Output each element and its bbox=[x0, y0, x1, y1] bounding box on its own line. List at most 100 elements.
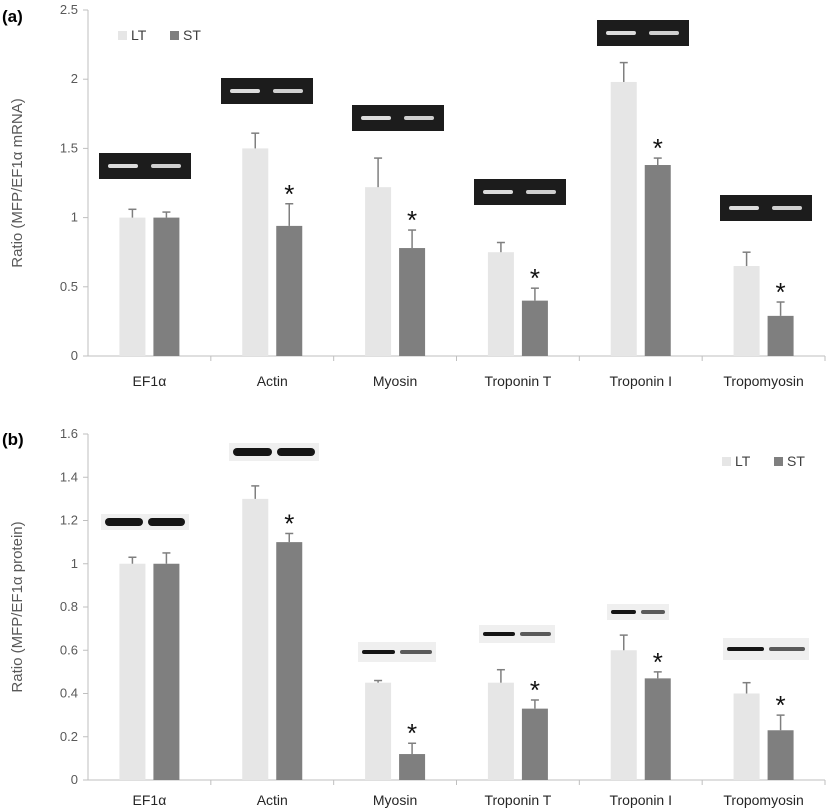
category-label: Tropomyosin bbox=[723, 792, 803, 808]
category-label: Troponin I bbox=[609, 792, 672, 808]
significance-marker: * bbox=[407, 205, 417, 235]
y-axis-title: Ratio (MFP/EF1α mRNA) bbox=[9, 98, 26, 268]
y-tick-label: 1.6 bbox=[60, 426, 78, 441]
gel-band-ST bbox=[772, 206, 802, 210]
legend-swatch-LT bbox=[722, 457, 731, 466]
blot-background bbox=[229, 443, 319, 461]
y-tick-label: 1 bbox=[71, 210, 78, 225]
gel-band-LT bbox=[729, 206, 759, 210]
bar-LT-Actin bbox=[242, 148, 269, 356]
blot-band-LT bbox=[233, 448, 272, 456]
western-blot-image bbox=[479, 625, 555, 643]
blot-band-LT bbox=[105, 518, 143, 526]
y-tick-label: 0.6 bbox=[60, 642, 78, 657]
gel-band-LT bbox=[230, 89, 260, 93]
y-tick-label: 1.4 bbox=[60, 469, 78, 484]
y-tick-label: 0.4 bbox=[60, 686, 78, 701]
gel-band-ST bbox=[404, 116, 434, 120]
y-tick-label: 1.2 bbox=[60, 513, 78, 528]
western-blot-image bbox=[358, 642, 436, 662]
category-label: Myosin bbox=[373, 373, 417, 389]
legend-swatch-ST bbox=[774, 457, 783, 466]
y-tick-label: 0 bbox=[71, 772, 78, 787]
bar-ST-Tropomyosin bbox=[767, 315, 794, 356]
y-axis-title: Ratio (MFP/EF1α protein) bbox=[9, 521, 26, 692]
y-tick-label: 2 bbox=[71, 71, 78, 86]
bar-ST-Troponin I bbox=[644, 678, 671, 780]
bar-LT-Myosin bbox=[365, 682, 392, 780]
significance-marker: * bbox=[653, 133, 663, 163]
gel-band-LT bbox=[108, 164, 138, 168]
blot-band-ST bbox=[400, 650, 432, 654]
category-label: Actin bbox=[257, 792, 288, 808]
category-label: EF1α bbox=[133, 373, 167, 389]
blot-background bbox=[607, 604, 669, 620]
bar-ST-Troponin T bbox=[521, 300, 548, 356]
y-tick-label: 0.8 bbox=[60, 599, 78, 614]
category-label: Troponin T bbox=[484, 373, 551, 389]
bar-LT-EF1α bbox=[119, 563, 146, 780]
blot-background bbox=[723, 638, 809, 660]
bar-ST-Troponin I bbox=[644, 165, 671, 356]
chart-panel-b: (b) 0 0.2 0.4 0.6 0.8 1 1.2 1.4 1.6 Ratio (MFP/EF1… bbox=[2, 426, 826, 808]
legend-label-ST: ST bbox=[183, 27, 201, 43]
y-tick-label: 0.2 bbox=[60, 729, 78, 744]
category-label: Troponin T bbox=[484, 792, 551, 808]
gel-image bbox=[597, 20, 689, 46]
bar-ST-Myosin bbox=[399, 248, 426, 356]
bar-ST-EF1α bbox=[153, 563, 180, 780]
legend: LT ST bbox=[118, 27, 201, 43]
blot-band-ST bbox=[641, 610, 665, 614]
bar-ST-Actin bbox=[276, 225, 303, 356]
bar-LT-Troponin T bbox=[487, 252, 514, 356]
y-tick-label: 0.5 bbox=[60, 279, 78, 294]
gel-band-LT bbox=[361, 116, 391, 120]
significance-marker: * bbox=[530, 263, 540, 293]
gel-band-ST bbox=[151, 164, 181, 168]
bar-LT-Tropomyosin bbox=[733, 266, 760, 356]
gel-image bbox=[221, 78, 313, 104]
blot-band-ST bbox=[148, 518, 185, 526]
legend-swatch-LT bbox=[118, 31, 127, 40]
blot-band-ST bbox=[520, 632, 551, 636]
blot-band-ST bbox=[277, 448, 315, 456]
bar-ST-EF1α bbox=[153, 217, 180, 356]
panel-label: (b) bbox=[2, 430, 24, 449]
western-blot-image bbox=[723, 638, 809, 660]
gel-band-ST bbox=[649, 31, 679, 35]
bar-LT-Tropomyosin bbox=[733, 693, 760, 780]
significance-marker: * bbox=[284, 179, 294, 209]
gel-image bbox=[99, 153, 191, 179]
significance-marker: * bbox=[653, 647, 663, 677]
gel-band-ST bbox=[273, 89, 303, 93]
blot-band-LT bbox=[611, 610, 636, 614]
blot-band-LT bbox=[483, 632, 515, 636]
legend-swatch-ST bbox=[170, 31, 179, 40]
bar-LT-Myosin bbox=[365, 187, 392, 356]
panel-label: (a) bbox=[2, 7, 23, 26]
significance-marker: * bbox=[284, 508, 294, 538]
bar-ST-Troponin T bbox=[521, 708, 548, 780]
gel-band-LT bbox=[606, 31, 636, 35]
y-tick-label: 2.5 bbox=[60, 2, 78, 17]
western-blot-image bbox=[101, 514, 189, 530]
blot-band-LT bbox=[362, 650, 395, 654]
bar-LT-Troponin T bbox=[487, 682, 514, 780]
bar-LT-EF1α bbox=[119, 217, 146, 356]
blot-band-ST bbox=[769, 647, 805, 651]
bar-ST-Actin bbox=[276, 542, 303, 780]
blot-background bbox=[358, 642, 436, 662]
y-tick-label: 1 bbox=[71, 556, 78, 571]
y-tick-label: 1.5 bbox=[60, 140, 78, 155]
category-label: Troponin I bbox=[609, 373, 672, 389]
legend-label-LT: LT bbox=[131, 27, 147, 43]
legend-label-LT: LT bbox=[735, 453, 751, 469]
significance-marker: * bbox=[776, 690, 786, 720]
bar-LT-Actin bbox=[242, 498, 269, 780]
category-label: Tropomyosin bbox=[723, 373, 803, 389]
significance-marker: * bbox=[530, 675, 540, 705]
bar-ST-Myosin bbox=[399, 754, 426, 780]
bar-ST-Tropomyosin bbox=[767, 730, 794, 780]
bar-LT-Troponin I bbox=[610, 81, 637, 356]
